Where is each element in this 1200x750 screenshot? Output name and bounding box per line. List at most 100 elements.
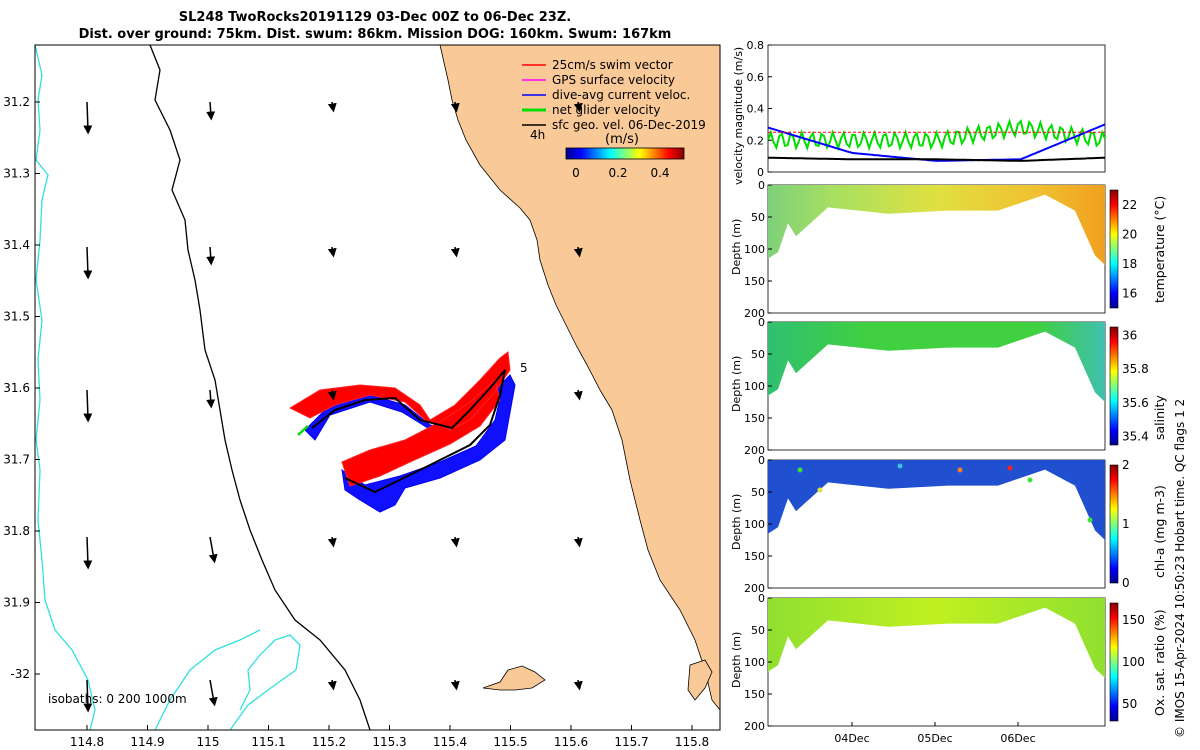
salinity-ylabel: Depth (m) [730,356,743,412]
depth-tick-label: 150 [744,688,765,701]
chla-section-fill [768,460,1105,540]
map-ytick-label: 31.2 [3,95,30,109]
isobath-0-200 [149,45,371,730]
map-ytick-label: 31.8 [3,524,30,538]
sfc-geo-arrow [450,246,460,258]
land-coast [439,45,720,711]
depth-tick-label: 200 [744,444,765,457]
sfc-geo-arrow [573,389,583,401]
legend-label: sfc geo. vel. 06-Dec-2019 [552,118,706,132]
credit-text: © IMOS 15-Apr-2024 10:50:23 Hobart time.… [1173,399,1187,738]
temperature-panel: 0 50 100 150 200 Depth (m) 16 18 20 22 temperature… [730,179,1167,320]
depth-tick-label: 0 [758,179,765,192]
map-xtick-label: 115.3 [372,735,406,749]
chla-colorbar [1109,464,1119,584]
temperature-ylabel: Depth (m) [730,219,743,275]
sfc-geo-velocity-arrows [83,101,583,713]
map-ytick-label: 31.3 [3,167,30,181]
chart-title-line1: SL248 TwoRocks20191129 03-Dec 00Z to 06-… [178,10,572,25]
salinity-cbar-tick-label: 35.8 [1122,362,1149,376]
chla-panel: 0 50 100 150 200 Depth (m) 0 1 2 chl-a (mg m-3) [730,454,1167,595]
velocity-ytick-label: 0 [757,166,764,179]
map-xtick-label: 115.5 [493,735,527,749]
velocity-ytick-label: 0.2 [747,134,765,147]
estuary [687,659,713,701]
map-axis-ticks: 114.8 114.9 115 115.1 115.2 115.3 115.4 115.5 11… [3,95,709,749]
sfc-geo-arrow [83,101,93,135]
sfc-geo-arrow [573,246,583,258]
swim-vector-band [288,351,511,487]
map-ytick-label: 31.9 [3,596,30,610]
time-tick-label: 04Dec [834,732,869,745]
depth-tick-label: 150 [744,275,765,288]
velocity-ylabel: velocity magnitude (m/s) [732,47,745,185]
chla-cbar-tick-label: 2 [1122,458,1130,472]
chla-sample-point [797,467,803,473]
depth-tick-label: 200 [744,582,765,595]
sfc-geo-arrow [206,246,216,266]
time-tick-label: 05Dec [917,732,952,745]
map-panel: 5 114.8 114.9 115 115.1 115.2 115.3 115.4 115.5… [3,44,721,749]
velocity-series-line [767,123,1106,162]
salinity-cbar-tick-label: 35.4 [1122,430,1149,444]
legend-time-label: 4h [530,128,545,142]
sfc-geo-arrow [327,679,337,691]
time-tick-label: 06Dec [1000,732,1035,745]
temperature-colorbar [1109,189,1119,309]
map-ytick-label: 31.5 [3,310,30,324]
sfc-geo-arrow [83,246,93,280]
island [482,665,546,691]
colorbar-tick-label: 0.4 [650,166,669,180]
legend-label: 25cm/s swim vector [552,58,673,72]
depth-tick-label: 200 [744,307,765,320]
map-ytick-label: 31.6 [3,381,30,395]
isobath-1000 [35,45,96,730]
sfc-geo-arrow [450,101,460,113]
salinity-colorbar [1109,326,1119,446]
map-xtick-label: 115.1 [251,735,285,749]
depth-tick-label: 0 [758,454,765,467]
chla-cbar-tick-label: 0 [1122,576,1130,590]
time-axis-ticks: 04Dec 05Dec 06Dec [834,722,1036,745]
sfc-geo-arrow [83,679,93,713]
oxygen-colorbar [1109,602,1119,722]
depth-tick-label: 0 [758,316,765,329]
temperature-cbar-tick-label: 22 [1122,198,1137,212]
colorbar-unit: (m/s) [605,132,639,147]
sfc-geo-arrow [206,389,216,409]
sfc-geo-arrow [573,536,583,548]
oxygen-ylabel: Depth (m) [730,632,743,688]
depth-tick-label: 50 [751,211,765,224]
salinity-section-fill [768,322,1105,402]
sfc-geo-arrow [83,389,93,423]
map-xtick-label: 115.8 [675,735,709,749]
depth-tick-label: 50 [751,348,765,361]
chla-sample-point [897,463,903,469]
velocity-ytick-label: 0.6 [747,71,765,84]
oxygen-cbar-label: Ox. sat. ratio (%) [1152,609,1167,716]
sfc-geo-arrow [573,101,583,113]
chla-sample-point [957,467,963,473]
legend-label: GPS surface velocity [552,73,675,87]
map-xtick-label: 115.4 [433,735,467,749]
sfc-geo-arrow [327,536,337,548]
chla-cbar-label: chl-a (mg m-3) [1152,485,1167,578]
colorbar-tick-label: 0.2 [608,166,627,180]
isobath-1000-b [229,634,301,730]
net-glider-velocity [297,425,309,436]
chla-ylabel: Depth (m) [730,494,743,550]
depth-tick-label: 50 [751,486,765,499]
map-xtick-label: 114.9 [130,735,164,749]
sfc-geo-arrow [83,536,93,570]
depth-tick-label: 150 [744,550,765,563]
speed-colorbar [565,147,685,160]
map-xtick-label: 115.2 [312,735,346,749]
isobaths-label: isobaths: 0 200 1000m [48,692,187,706]
salinity-cbar-label: salinity [1152,395,1167,440]
velocity-series-line [767,118,1106,152]
velocity-ytick-label: 0.4 [747,103,765,116]
sfc-geo-arrow [208,679,218,707]
oxygen-cbar-tick-label: 100 [1122,655,1145,669]
glider-track [311,369,506,494]
